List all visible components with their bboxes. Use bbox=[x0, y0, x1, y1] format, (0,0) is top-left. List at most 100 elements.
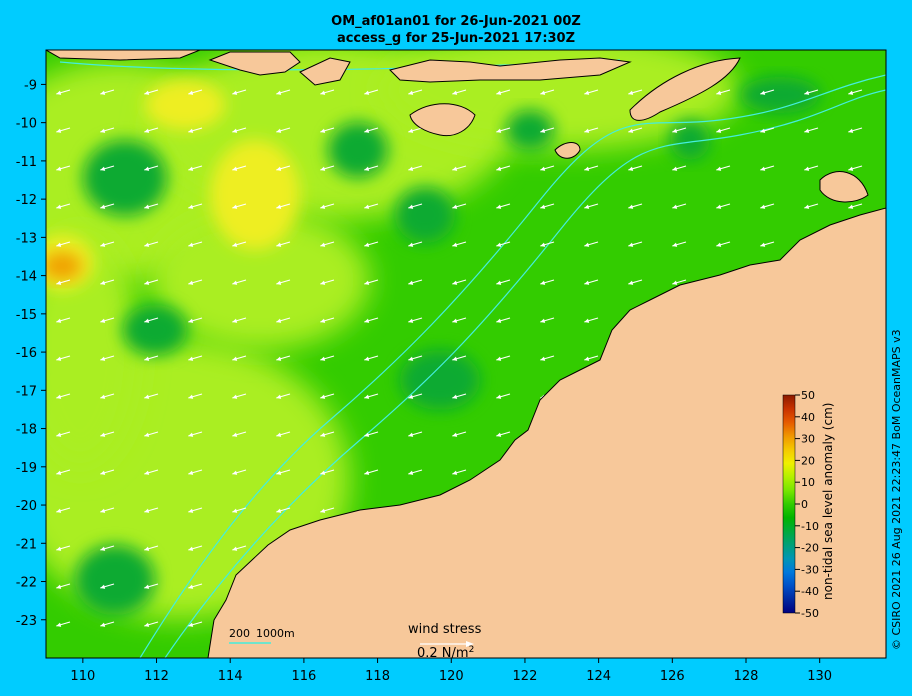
wind-arrow bbox=[144, 279, 159, 285]
wind-arrow bbox=[804, 165, 819, 171]
wind-arrow bbox=[276, 469, 291, 475]
depth-legend-1000: 1000m bbox=[256, 627, 295, 640]
wind-arrow bbox=[584, 279, 599, 285]
wind-arrow bbox=[452, 317, 467, 323]
y-tick-label: -22 bbox=[16, 576, 37, 591]
wind-arrow bbox=[320, 431, 335, 437]
wind-arrow bbox=[408, 127, 423, 133]
wind-arrow bbox=[364, 355, 379, 361]
land-mass bbox=[629, 57, 741, 121]
wind-arrow bbox=[540, 89, 555, 95]
wind-arrow bbox=[628, 203, 643, 209]
wind-arrow bbox=[540, 317, 555, 323]
wind-stress-legend: wind stress 0.2 N/m2 bbox=[408, 622, 482, 661]
wind-arrow bbox=[100, 393, 115, 399]
wind-arrow bbox=[100, 127, 115, 133]
wind-arrow bbox=[848, 203, 863, 209]
title-line-2: access_g for 25-Jun-2021 17:30Z bbox=[336, 31, 576, 46]
wind-stress-scale-arrowhead bbox=[466, 641, 474, 647]
wind-arrow bbox=[364, 317, 379, 323]
wind-arrow bbox=[56, 241, 71, 247]
wind-arrow bbox=[188, 355, 203, 361]
wind-arrow bbox=[56, 545, 71, 551]
wind-arrow bbox=[56, 393, 71, 399]
x-tick-label: 114 bbox=[218, 669, 243, 684]
wind-arrow bbox=[584, 241, 599, 247]
wind-arrow bbox=[56, 621, 71, 627]
x-tick-label: 118 bbox=[365, 669, 390, 684]
colorbar-gradient bbox=[782, 394, 796, 614]
wind-arrow bbox=[760, 241, 775, 247]
y-tick-label: -9 bbox=[24, 78, 37, 93]
wind-arrow bbox=[408, 317, 423, 323]
wind-arrow bbox=[100, 431, 115, 437]
wind-arrow bbox=[144, 469, 159, 475]
wind-arrow bbox=[100, 241, 115, 247]
wind-arrow bbox=[100, 469, 115, 475]
y-tick-label: -11 bbox=[16, 155, 37, 170]
wind-arrow bbox=[232, 241, 247, 247]
wind-arrow bbox=[496, 355, 511, 361]
wind-arrow bbox=[232, 127, 247, 133]
wind-arrow bbox=[584, 127, 599, 133]
wind-arrow bbox=[364, 165, 379, 171]
wind-arrow bbox=[276, 89, 291, 95]
wind-arrow bbox=[100, 545, 115, 551]
wind-arrow bbox=[716, 241, 731, 247]
wind-arrow bbox=[672, 279, 687, 285]
wind-arrow bbox=[540, 127, 555, 133]
wind-arrow bbox=[144, 431, 159, 437]
y-tick-label: -12 bbox=[16, 193, 37, 208]
bathymetry-line bbox=[164, 89, 886, 658]
plot-frame bbox=[45, 49, 887, 659]
wind-arrow bbox=[760, 165, 775, 171]
wind-arrow bbox=[496, 317, 511, 323]
wind-arrow bbox=[188, 393, 203, 399]
wind-arrow bbox=[628, 279, 643, 285]
wind-arrow bbox=[144, 355, 159, 361]
wind-arrow bbox=[320, 469, 335, 475]
wind-arrow bbox=[56, 165, 71, 171]
wind-arrow bbox=[408, 203, 423, 209]
map-title: OM_af01an01 for 26-Jun-2021 00Z access_g… bbox=[0, 13, 912, 47]
plot-area bbox=[46, 50, 886, 658]
land-mass bbox=[389, 57, 632, 83]
x-tick-label: 128 bbox=[734, 669, 759, 684]
wind-arrow bbox=[100, 203, 115, 209]
wind-arrow bbox=[848, 127, 863, 133]
wind-arrow bbox=[276, 431, 291, 437]
land-mass bbox=[299, 57, 351, 86]
wind-arrow bbox=[540, 165, 555, 171]
wind-arrow bbox=[100, 583, 115, 589]
wind-arrow bbox=[144, 583, 159, 589]
x-tick-label: 130 bbox=[807, 669, 832, 684]
wind-arrow bbox=[364, 393, 379, 399]
colorbar-tick-label: 10 bbox=[801, 476, 815, 489]
x-tick-label: 122 bbox=[513, 669, 538, 684]
colorbar-tick-label: -40 bbox=[801, 585, 819, 598]
anomaly-patch bbox=[395, 187, 455, 243]
credit-text: © CSIRO 2021 26 Aug 2021 22:23:47 BoM Oc… bbox=[890, 329, 903, 650]
wind-arrow bbox=[144, 127, 159, 133]
x-tick-label: 116 bbox=[291, 669, 316, 684]
colorbar-tick-label: 0 bbox=[801, 498, 808, 511]
anomaly-patch bbox=[75, 545, 155, 615]
wind-arrow bbox=[716, 203, 731, 209]
wind-arrow bbox=[848, 89, 863, 95]
wind-arrow bbox=[144, 241, 159, 247]
x-tick-label: 120 bbox=[439, 669, 464, 684]
wind-arrow bbox=[320, 165, 335, 171]
wind-arrow bbox=[144, 89, 159, 95]
wind-arrow bbox=[496, 279, 511, 285]
wind-stress-label: wind stress bbox=[408, 622, 482, 637]
wind-arrow bbox=[276, 393, 291, 399]
y-tick-label: -15 bbox=[16, 308, 37, 323]
anomaly-patch bbox=[46, 230, 140, 470]
wind-arrow bbox=[320, 127, 335, 133]
wind-arrow bbox=[56, 317, 71, 323]
wind-arrow bbox=[452, 165, 467, 171]
wind-arrow bbox=[716, 165, 731, 171]
wind-arrow bbox=[320, 355, 335, 361]
wind-arrow bbox=[672, 241, 687, 247]
